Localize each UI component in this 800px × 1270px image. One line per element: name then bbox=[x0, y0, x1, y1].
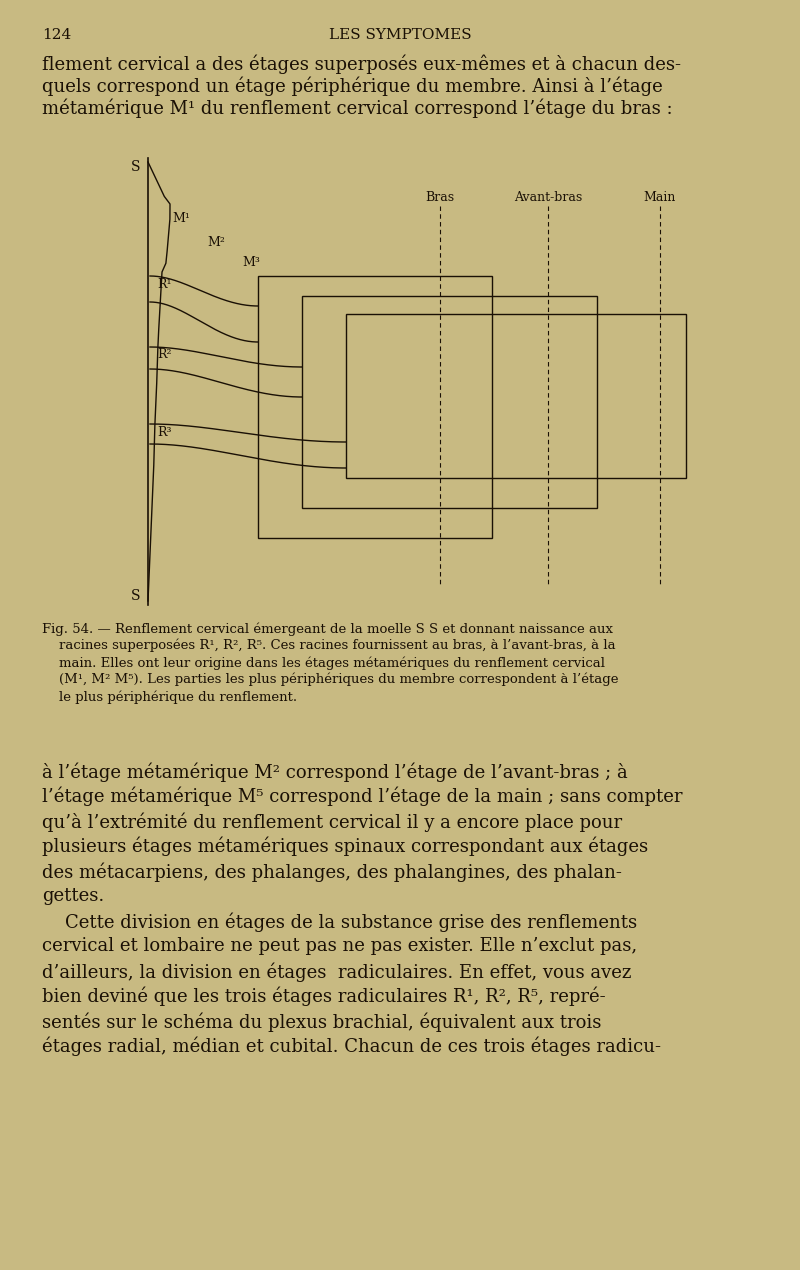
Text: R²: R² bbox=[157, 348, 171, 362]
Bar bbox=[258, 276, 492, 538]
Text: S: S bbox=[130, 589, 140, 603]
Text: le plus périphérique du renflement.: le plus périphérique du renflement. bbox=[42, 690, 297, 704]
Text: étages radial, médian et cubital. Chacun de ces trois étages radicu-: étages radial, médian et cubital. Chacun… bbox=[42, 1038, 661, 1057]
Text: Cette division en étages de la substance grise des renflements: Cette division en étages de la substance… bbox=[42, 912, 637, 931]
Text: M²: M² bbox=[207, 235, 225, 249]
Text: cervical et lombaire ne peut pas ne pas exister. Elle n’exclut pas,: cervical et lombaire ne peut pas ne pas … bbox=[42, 937, 637, 955]
Text: à l’étage métamérique M² correspond l’étage de l’avant-bras ; à: à l’étage métamérique M² correspond l’ét… bbox=[42, 762, 628, 781]
Text: 124: 124 bbox=[42, 28, 71, 42]
Text: M¹: M¹ bbox=[172, 212, 190, 225]
Text: l’étage métamérique M⁵ correspond l’étage de la main ; sans compter: l’étage métamérique M⁵ correspond l’étag… bbox=[42, 787, 682, 806]
Text: flement cervical a des étages superposés eux-mêmes et à chacun des-: flement cervical a des étages superposés… bbox=[42, 55, 681, 75]
Text: S: S bbox=[130, 160, 140, 174]
Text: Fig. 54. — Renflement cervical émergeant de la moelle S S et donnant naissance a: Fig. 54. — Renflement cervical émergeant… bbox=[42, 622, 613, 635]
Text: Main: Main bbox=[644, 190, 676, 204]
Text: quels correspond un étage périphérique du membre. Ainsi à l’étage: quels correspond un étage périphérique d… bbox=[42, 77, 662, 97]
Text: Avant-bras: Avant-bras bbox=[514, 190, 582, 204]
Text: plusieurs étages métamériques spinaux correspondant aux étages: plusieurs étages métamériques spinaux co… bbox=[42, 837, 648, 856]
Text: métamérique M¹ du renflement cervical correspond l’étage du bras :: métamérique M¹ du renflement cervical co… bbox=[42, 99, 673, 118]
Text: Bras: Bras bbox=[426, 190, 454, 204]
Text: sentés sur le schéma du plexus brachial, équivalent aux trois: sentés sur le schéma du plexus brachial,… bbox=[42, 1012, 602, 1031]
Text: LES SYMPTOMES: LES SYMPTOMES bbox=[329, 28, 471, 42]
Text: gettes.: gettes. bbox=[42, 886, 104, 906]
Text: R¹: R¹ bbox=[157, 278, 171, 291]
Text: qu’à l’extrémité du renflement cervical il y a encore place pour: qu’à l’extrémité du renflement cervical … bbox=[42, 812, 622, 832]
Text: racines superposées R¹, R², R⁵. Ces racines fournissent au bras, à l’avant-bras,: racines superposées R¹, R², R⁵. Ces raci… bbox=[42, 639, 616, 653]
Bar bbox=[302, 296, 597, 508]
Text: (M¹, M² M⁵). Les parties les plus périphériques du membre correspondent à l’étag: (M¹, M² M⁵). Les parties les plus périph… bbox=[42, 673, 618, 687]
Text: M³: M³ bbox=[242, 257, 260, 269]
Bar bbox=[346, 314, 686, 478]
Text: R³: R³ bbox=[157, 425, 171, 438]
Text: bien deviné que les trois étages radiculaires R¹, R², R⁵, repré-: bien deviné que les trois étages radicul… bbox=[42, 987, 606, 1007]
Text: des métacarpiens, des phalanges, des phalangines, des phalan-: des métacarpiens, des phalanges, des pha… bbox=[42, 862, 622, 881]
Text: main. Elles ont leur origine dans les étages métamériques du renflement cervical: main. Elles ont leur origine dans les ét… bbox=[42, 657, 605, 669]
Text: d’ailleurs, la division en étages  radiculaires. En effet, vous avez: d’ailleurs, la division en étages radicu… bbox=[42, 961, 631, 982]
